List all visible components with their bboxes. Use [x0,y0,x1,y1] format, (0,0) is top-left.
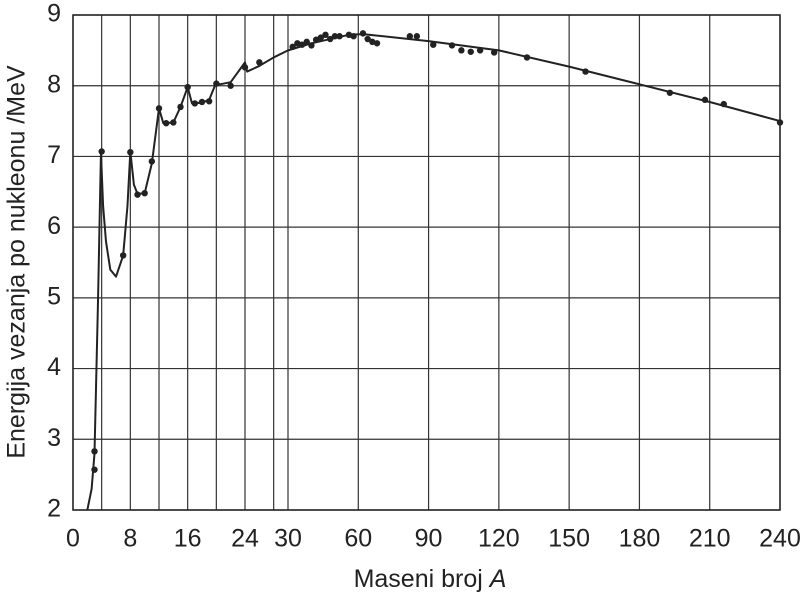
data-point [289,43,296,51]
data-point [298,41,306,48]
x-tick-label: 90 [415,525,443,553]
data-point [141,190,148,197]
data-point [476,47,484,54]
data-point [227,82,234,89]
plot-frame [72,14,781,511]
data-point [148,158,156,165]
data-point [184,83,191,91]
y-tick-label: 9 [47,0,61,28]
y-tick-label: 4 [47,353,61,381]
data-point [256,59,263,66]
data-point [336,33,343,40]
x-axis-label-symbol: A [488,565,507,593]
data-point [127,148,134,156]
y-tick-label: 6 [47,212,61,240]
y-tick-label: 5 [47,282,61,310]
x-tick-label: 210 [689,525,731,553]
curve [86,33,781,511]
data-point [205,98,213,105]
data-point [91,466,98,473]
data-point [213,80,220,87]
x-tick-label: 0 [66,525,80,553]
x-tick-label: 24 [231,525,259,553]
data-point [350,33,357,40]
x-tick-label: 8 [123,525,137,553]
data-point [331,33,339,40]
x-tick-label: 60 [344,525,372,553]
data-point [701,96,709,104]
data-point [373,40,381,47]
data-point [413,33,421,40]
x-tick-label: 150 [548,525,590,553]
x-tick-label: 180 [619,525,661,553]
data-point [666,89,674,96]
data-point [776,119,784,126]
data-point [467,48,474,55]
y-tick-label: 8 [47,70,61,98]
data-point [170,119,177,126]
data-point [523,54,531,61]
data-point [198,98,206,106]
data-point [308,42,315,49]
x-tick-label: 120 [478,525,520,553]
data-point [303,38,310,46]
y-axis-label: Energija vezanja po nukleonu /MeV [3,65,31,459]
data-point [162,119,170,127]
x-axis-label-text: Maseni broj [354,565,483,593]
data-point [119,252,127,259]
x-tick-label: 16 [174,525,202,553]
data-point [430,41,437,48]
x-tick-label: 240 [759,525,801,553]
data-point [364,35,371,43]
x-axis-label: Maseni broj A [354,565,507,593]
data-point [406,33,414,40]
data-point [490,49,498,56]
data-point [317,34,324,41]
data-point [458,47,465,54]
data-point [91,448,98,455]
data-point [134,191,141,198]
data-point [326,35,334,43]
y-tick-label: 7 [47,141,61,169]
data-point [241,64,249,71]
data-point [448,42,456,49]
y-tick-label: 3 [47,424,61,452]
data-point [155,105,163,112]
data-point [322,31,329,38]
y-tick-label: 2 [47,495,61,523]
data-point [582,68,589,75]
data-point [177,103,184,111]
x-tick-label: 30 [274,525,302,553]
data-point [359,30,367,37]
data-point [720,100,727,108]
data-point [191,100,199,107]
data-point [98,148,105,155]
